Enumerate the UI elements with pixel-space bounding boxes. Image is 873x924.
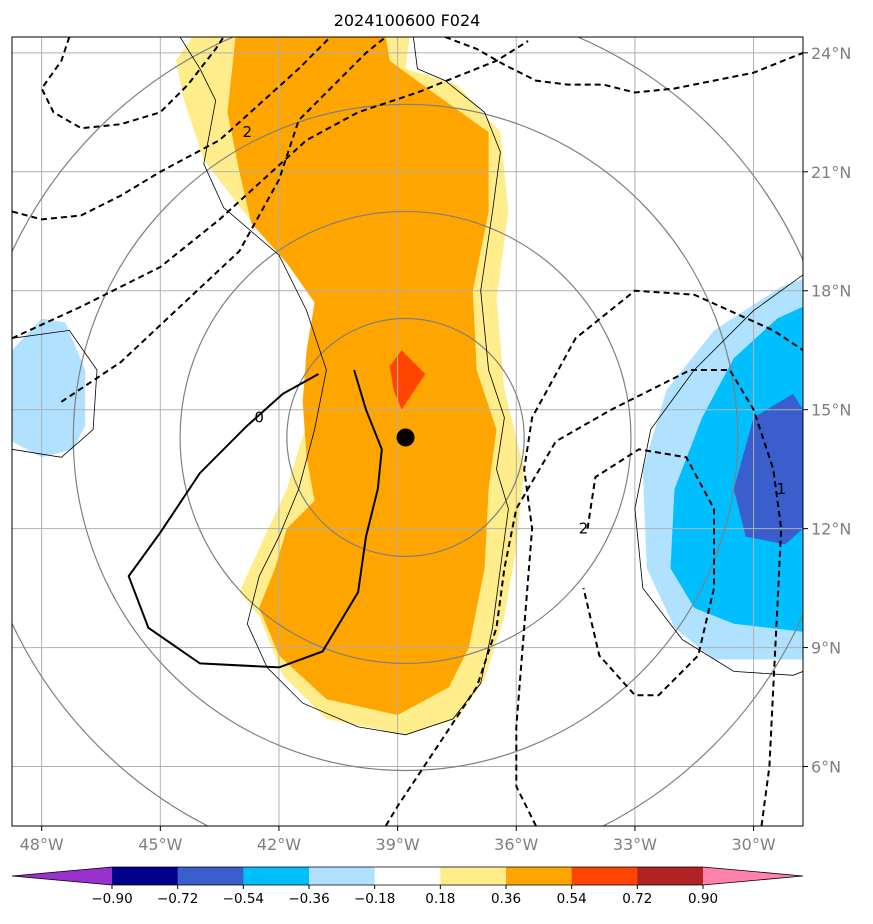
contour-label-1: 2	[243, 123, 253, 141]
filled-region-3	[12, 318, 86, 458]
colorbar-segment	[112, 867, 179, 885]
y-tick-label: 15°N	[811, 401, 851, 420]
x-axis-ticks: 48°W 45°W 42°W 39°W 36°W 33°W 30°W	[20, 826, 776, 854]
outline-0	[179, 37, 509, 736]
plot-frame	[11, 36, 804, 827]
x-tick-label: 33°W	[613, 835, 657, 854]
contour-line-2	[515, 289, 803, 826]
contour-line-6	[12, 40, 529, 340]
range-ring-0	[286, 317, 525, 557]
colorbar-tick-label: −0.36	[288, 891, 329, 907]
contour-label-2: 2	[579, 520, 589, 538]
filled-region-6	[733, 393, 803, 545]
chart-title: 2024100600 F024	[334, 11, 481, 30]
y-tick-label: 24°N	[811, 44, 851, 63]
colorbar-tick-label: 0.72	[622, 891, 652, 907]
range-ring-1	[179, 210, 632, 665]
colorbar-segment	[309, 867, 376, 885]
y-axis-ticks: 6°N 9°N 12°N 15°N 18°N 21°N 24°N	[803, 44, 851, 777]
colorbar-segment	[374, 867, 441, 885]
contour-line-4	[384, 369, 783, 826]
outline-2	[634, 274, 803, 676]
x-tick-label: 42°W	[257, 835, 301, 854]
contour-line-7	[40, 37, 225, 130]
contour-line-8	[444, 37, 803, 94]
storm-center-marker	[396, 428, 415, 447]
colorbar-segment	[243, 867, 310, 885]
y-tick-label: 18°N	[811, 282, 851, 301]
colorbar-tick-label: 0.54	[557, 891, 587, 907]
y-tick-label: 12°N	[811, 520, 851, 539]
plot-area	[12, 37, 803, 826]
colorbar-tick-label: −0.72	[157, 891, 198, 907]
shaded-fields	[12, 37, 803, 735]
field-outlines	[12, 37, 803, 736]
range-ring-2	[72, 103, 739, 772]
colorbar: −0.90 −0.72 −0.54 −0.36 −0.18 0.18 0.36 0.54 0.7…	[11, 866, 804, 907]
y-tick-label: 21°N	[811, 163, 851, 182]
center-dot	[396, 428, 415, 447]
contour-label-4: 1	[776, 480, 786, 498]
x-tick-label: 39°W	[376, 835, 420, 854]
contour-labels: 0 2 2 1	[243, 123, 786, 537]
colorbar-tick-label: 0.18	[425, 891, 455, 907]
filled-region-1	[227, 37, 497, 715]
contour-label-0: 0	[254, 409, 264, 427]
gridlines	[12, 37, 803, 826]
x-tick-label: 36°W	[494, 835, 538, 854]
outline-1	[12, 329, 98, 458]
colorbar-segment	[177, 867, 244, 885]
x-tick-label: 45°W	[138, 835, 182, 854]
colorbar-segment	[637, 867, 704, 885]
colorbar-tick-label: −0.18	[354, 891, 395, 907]
contour-line-5	[12, 37, 332, 221]
contour-line-0	[127, 369, 383, 669]
colorbar-extend-low	[12, 867, 112, 885]
colorbar-tick-label: −0.90	[91, 891, 132, 907]
colorbar-segment	[571, 867, 638, 885]
x-tick-label: 48°W	[20, 835, 64, 854]
colorbar-segment	[506, 867, 573, 885]
colorbar-tick-label: −0.54	[223, 891, 264, 907]
y-tick-label: 6°N	[811, 758, 841, 777]
filled-region-2	[389, 350, 426, 410]
contour-line-1	[60, 37, 387, 403]
x-tick-label: 30°W	[731, 835, 775, 854]
colorbar-extend-high	[703, 867, 803, 885]
contour-lines	[12, 37, 803, 826]
range-rings	[12, 37, 803, 826]
colorbar-tick-label: 0.36	[491, 891, 521, 907]
colorbar-segment	[440, 867, 507, 885]
y-tick-label: 9°N	[811, 639, 841, 658]
colorbar-tick-label: 0.90	[688, 891, 718, 907]
